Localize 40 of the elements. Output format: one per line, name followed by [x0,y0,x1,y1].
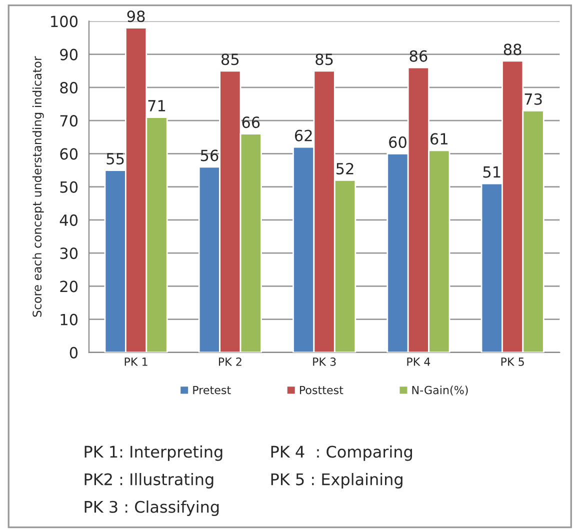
x-tick-label: PK 3 [313,358,336,366]
data-label: 98 [127,10,145,22]
y-tick-label: 30 [60,248,78,260]
data-label: 52 [336,162,354,174]
text: PK 5 : Explaining [271,472,402,488]
legend-label: Pretest [193,386,231,394]
data-label: 88 [504,44,522,56]
data-label: 85 [316,54,333,66]
y-tick-label: 0 [70,346,78,358]
y-tick-label: 70 [60,115,78,127]
legend-label: N-Gain(%) [412,386,468,396]
text: PK2 : Illustrating [84,472,214,488]
y-tick-label: 90 [60,48,78,60]
data-label: 61 [430,133,448,145]
y-tick-label: 20 [60,280,78,292]
data-label: 85 [221,54,239,66]
data-label: 51 [483,166,500,178]
y-tick-label: 60 [60,148,78,160]
y-tick-label: 50 [60,181,78,193]
data-label: 73 [524,93,542,105]
y-axis-title: Score each concept understanding indicator [32,56,44,317]
data-label: 86 [410,50,428,62]
text: PK 4 : Comparing [271,445,412,461]
y-tick-label: 80 [60,82,78,94]
x-tick-label: PK 4 [407,358,430,366]
data-label: 56 [200,150,218,162]
legend-label: Posttest [300,386,344,394]
y-tick-label: 40 [60,214,78,226]
data-label: 60 [389,136,406,148]
data-label: 71 [148,100,166,112]
text: PK 3 : Classifying [84,500,219,516]
y-tick-label: 100 [51,16,78,28]
x-tick-label: PK 2 [218,358,242,366]
data-label: 66 [242,116,260,128]
x-tick-label: PK 1 [124,358,148,366]
data-label: 55 [106,153,124,165]
data-label: 62 [294,130,312,142]
text: PK 1: Interpreting [84,445,222,461]
x-tick-label: PK 5 [501,358,524,366]
y-tick-label: 10 [60,314,78,326]
